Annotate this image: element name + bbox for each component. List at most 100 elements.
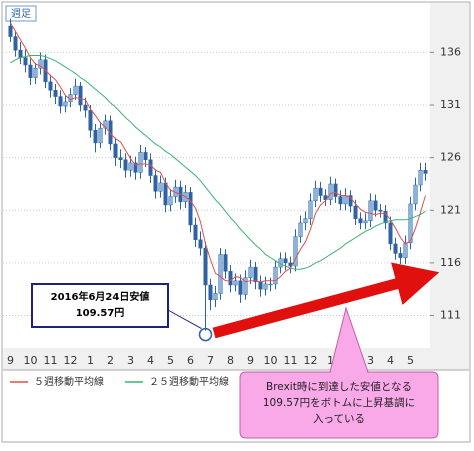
candle-body	[63, 101, 68, 107]
annotation-text: 2016年6月24日安値	[51, 290, 150, 303]
candle-body	[48, 81, 53, 91]
candle-body	[243, 277, 248, 295]
callout-text: 入っている	[313, 413, 365, 425]
candle-body	[98, 127, 103, 144]
candle-body	[413, 184, 418, 205]
candle-body	[393, 243, 398, 254]
candle-body	[28, 64, 33, 78]
candle-body	[143, 152, 148, 160]
candle-body	[133, 162, 138, 173]
candle-body	[253, 266, 258, 283]
candle-body	[93, 130, 98, 144]
y-tick-label: 126	[440, 151, 461, 164]
x-tick-label: 1	[87, 354, 94, 367]
candle-body	[248, 266, 253, 278]
candle-body	[373, 200, 378, 211]
x-tick-label: 1	[327, 354, 334, 367]
candle-body	[298, 222, 303, 237]
candle-body	[418, 170, 423, 186]
x-tick-label: 2	[107, 354, 114, 367]
candle-body	[13, 36, 18, 51]
annotation-pointer	[167, 309, 202, 330]
y-tick-label: 121	[440, 203, 461, 216]
candle-body	[138, 152, 143, 173]
candle-body	[308, 200, 313, 219]
y-tick-label: 136	[440, 45, 461, 58]
candle-body	[8, 25, 13, 37]
candle-body	[358, 218, 363, 224]
x-tick-label: 4	[147, 354, 154, 367]
candle-body	[18, 50, 23, 58]
candle-body	[108, 120, 113, 145]
candle-body	[148, 159, 153, 176]
candle-body	[128, 162, 133, 171]
candle-body	[338, 196, 343, 205]
candle-body	[383, 211, 388, 224]
legend-label: ２５週移動平均線	[149, 375, 229, 388]
candle-body	[118, 157, 123, 160]
candle-body	[113, 143, 118, 158]
candle-body	[273, 266, 278, 285]
candle-body	[38, 59, 43, 69]
x-tick-label: 3	[127, 354, 134, 367]
candle-body	[203, 247, 208, 286]
candle-body	[348, 195, 353, 207]
callout-text: Brexit時に到達した安値となる	[266, 380, 412, 393]
callout-cover	[331, 371, 367, 374]
candle-body	[198, 239, 203, 249]
candle-body	[313, 187, 318, 202]
candle-body	[353, 205, 358, 219]
callout-text: 109.57円をボトムに上昇基調に	[263, 396, 415, 409]
candle-body	[403, 242, 408, 258]
candle-body	[303, 218, 308, 224]
x-tick-label: 12	[64, 354, 78, 367]
x-tick-label: 8	[227, 354, 234, 367]
candle-body	[333, 183, 338, 197]
candle-body	[33, 67, 38, 78]
ma-line	[10, 55, 426, 270]
candle-body	[53, 90, 58, 97]
candle-body	[223, 254, 228, 272]
candle-body	[398, 253, 403, 258]
y-tick-label: 131	[440, 98, 461, 111]
candle-body	[318, 187, 323, 196]
candle-body	[293, 236, 298, 267]
x-tick-label: 10	[24, 354, 38, 367]
candle-body	[258, 281, 263, 290]
candle-body	[193, 224, 198, 240]
candle-body	[408, 203, 413, 244]
candle-body	[188, 192, 193, 226]
candle-body	[213, 293, 218, 300]
candle-body	[228, 271, 233, 286]
candle-body	[88, 110, 93, 131]
candle-body	[163, 182, 168, 206]
candle-body	[263, 283, 268, 290]
y-tick-label: 111	[440, 309, 461, 322]
x-tick-label: 9	[247, 354, 254, 367]
x-tick-label: 10	[264, 354, 278, 367]
candle-body	[388, 222, 393, 245]
candle-body	[218, 254, 223, 294]
x-tick-label: 6	[187, 354, 194, 367]
candle-body	[268, 283, 273, 286]
candle-body	[328, 183, 333, 200]
candle-body	[123, 159, 128, 171]
candle-body	[208, 284, 213, 300]
legend-label: ５週移動平均線	[34, 375, 104, 388]
candle-body	[103, 120, 108, 129]
candle-body	[158, 182, 163, 192]
x-tick-label: 12	[304, 354, 318, 367]
candle-body	[238, 280, 243, 295]
candle-body	[168, 196, 173, 206]
y-tick-label: 116	[440, 256, 461, 269]
x-tick-label: 4	[387, 354, 394, 367]
x-tick-label: 7	[207, 354, 214, 367]
low-marker	[198, 327, 213, 342]
x-tick-label: 11	[284, 354, 298, 367]
x-tick-label: 5	[167, 354, 174, 367]
annotation-text: 109.57円	[76, 307, 125, 319]
candle-body	[283, 258, 288, 264]
candle-body	[83, 104, 88, 111]
period-box	[5, 5, 37, 22]
